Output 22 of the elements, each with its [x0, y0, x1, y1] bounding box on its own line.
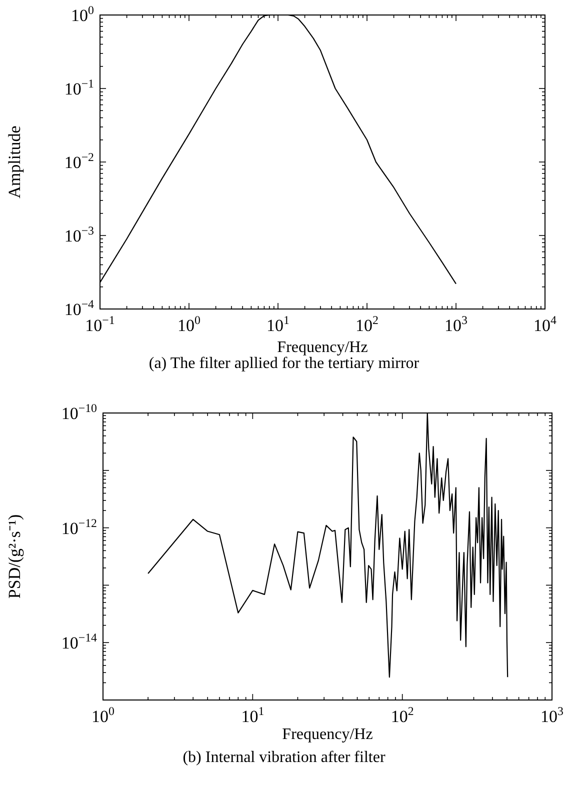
x-tick-label: 10$^{2}$	[356, 313, 379, 335]
y-axis-title: PSD/(g²·s⁻¹)	[5, 514, 24, 599]
x-tick-label: 10$^{4}$	[534, 313, 557, 335]
y-tick-label: 10$^{0}$	[71, 3, 94, 25]
y-tick-label: 10$^{−2}$	[64, 150, 94, 172]
text: (b) Internal vibration after filter	[182, 749, 386, 766]
x-axis-title: Frequency/Hz	[277, 339, 368, 356]
x-tick-label: 10$^{0}$	[92, 704, 115, 726]
x-tick-label: 10$^{3}$	[540, 704, 564, 726]
x-tick-label: 10$^{1}$	[241, 704, 264, 726]
y-axis-title: Amplitude	[5, 126, 24, 198]
y-tick-label: 10$^{−12}$	[61, 516, 98, 538]
x-tick-label: 10$^{1}$	[266, 313, 290, 335]
y-tick-label: 10$^{−10}$	[61, 401, 98, 423]
x-tick-label: 10$^{2}$	[390, 704, 414, 726]
y-tick-label: 10$^{−1}$	[64, 76, 94, 98]
text: (a) The filter apllied for the tertiary mirror	[148, 355, 420, 372]
x-tick-label: 10$^{3}$	[444, 313, 468, 335]
y-tick-label: 10$^{−3}$	[64, 224, 94, 246]
x-tick-label: 10$^{0}$	[178, 313, 201, 335]
y-tick-label: 10$^{−14}$	[61, 630, 98, 653]
x-axis-title: Frequency/Hz	[282, 726, 373, 743]
